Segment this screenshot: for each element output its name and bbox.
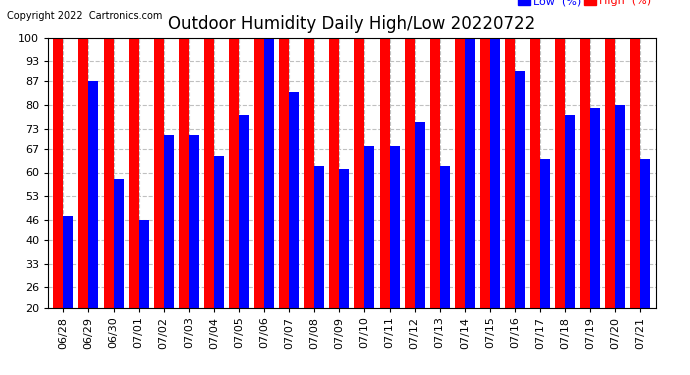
Bar xyxy=(254,0,264,308)
Bar xyxy=(53,0,63,308)
Bar xyxy=(631,0,640,308)
Bar xyxy=(104,0,114,308)
Bar xyxy=(329,0,339,308)
Bar xyxy=(164,135,174,308)
Bar xyxy=(640,159,651,308)
Bar xyxy=(88,81,99,308)
Bar xyxy=(590,108,600,307)
Bar xyxy=(364,146,375,308)
Bar xyxy=(239,115,249,308)
Bar xyxy=(128,0,139,308)
Bar xyxy=(490,10,500,308)
Bar xyxy=(79,0,88,308)
Title: Outdoor Humidity Daily High/Low 20220722: Outdoor Humidity Daily High/Low 20220722 xyxy=(168,15,535,33)
Bar xyxy=(390,146,400,308)
Text: Copyright 2022  Cartronics.com: Copyright 2022 Cartronics.com xyxy=(7,11,162,21)
Bar xyxy=(179,0,189,308)
Bar xyxy=(515,71,525,308)
Bar xyxy=(189,135,199,308)
Bar xyxy=(615,105,625,308)
Bar xyxy=(204,0,214,308)
Bar xyxy=(289,92,299,308)
Bar xyxy=(404,0,415,308)
Bar xyxy=(565,115,575,308)
Bar xyxy=(355,0,364,308)
Bar xyxy=(505,0,515,308)
Bar xyxy=(114,179,124,308)
Bar xyxy=(304,0,314,308)
Bar xyxy=(139,220,148,308)
Bar xyxy=(605,0,615,308)
Bar xyxy=(580,0,590,308)
Bar xyxy=(314,166,324,308)
Bar xyxy=(455,0,465,308)
Bar xyxy=(229,0,239,308)
Bar xyxy=(530,0,540,308)
Bar xyxy=(540,159,550,308)
Bar xyxy=(555,0,565,308)
Bar xyxy=(339,169,349,308)
Bar xyxy=(480,0,490,308)
Bar xyxy=(264,31,274,308)
Bar xyxy=(279,0,289,308)
Legend: Low  (%), High  (%): Low (%), High (%) xyxy=(514,0,655,10)
Bar xyxy=(214,156,224,308)
Bar xyxy=(63,216,73,308)
Bar xyxy=(380,0,390,308)
Bar xyxy=(415,122,424,308)
Bar xyxy=(430,0,440,308)
Bar xyxy=(440,166,450,308)
Bar xyxy=(154,0,164,308)
Bar xyxy=(465,7,475,308)
